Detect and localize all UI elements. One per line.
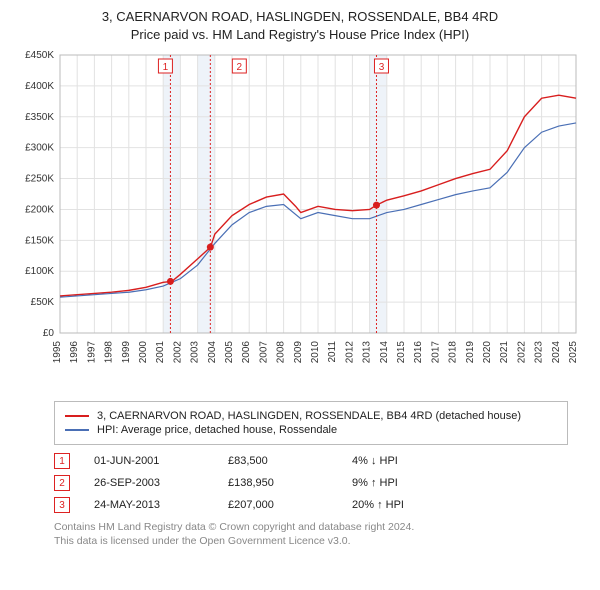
- svg-text:£400K: £400K: [25, 81, 54, 92]
- legend-swatch: [65, 429, 89, 431]
- svg-text:2003: 2003: [190, 341, 201, 364]
- event-price: £138,950: [228, 477, 328, 489]
- svg-text:2018: 2018: [448, 341, 459, 364]
- event-marker-box: 3: [54, 497, 70, 513]
- footer-line-2: This data is licensed under the Open Gov…: [54, 535, 568, 549]
- svg-text:2007: 2007: [258, 341, 269, 364]
- svg-text:1999: 1999: [121, 341, 132, 364]
- event-hpi-diff: 4% ↓ HPI: [352, 455, 472, 467]
- event-row: 1 01-JUN-2001 £83,500 4% ↓ HPI: [54, 453, 568, 469]
- svg-text:£0: £0: [43, 328, 55, 339]
- footer-line-1: Contains HM Land Registry data © Crown c…: [54, 521, 568, 535]
- svg-text:2019: 2019: [465, 341, 476, 364]
- events-table: 1 01-JUN-2001 £83,500 4% ↓ HPI 2 26-SEP-2003 £…: [54, 453, 568, 513]
- event-date: 24-MAY-2013: [94, 499, 204, 511]
- svg-text:2004: 2004: [207, 341, 218, 364]
- event-row: 3 24-MAY-2013 £207,000 20% ↑ HPI: [54, 497, 568, 513]
- svg-text:2022: 2022: [516, 341, 527, 364]
- footer-note: Contains HM Land Registry data © Crown c…: [54, 521, 568, 548]
- svg-text:2: 2: [237, 62, 243, 73]
- svg-text:2001: 2001: [155, 341, 166, 364]
- svg-text:2000: 2000: [138, 341, 149, 364]
- svg-text:2009: 2009: [293, 341, 304, 364]
- svg-text:2013: 2013: [362, 341, 373, 364]
- event-row: 2 26-SEP-2003 £138,950 9% ↑ HPI: [54, 475, 568, 491]
- event-price: £207,000: [228, 499, 328, 511]
- svg-text:2023: 2023: [534, 341, 545, 364]
- event-hpi-diff: 20% ↑ HPI: [352, 499, 472, 511]
- chart-title: 3, CAERNARVON ROAD, HASLINGDEN, ROSSENDA…: [12, 8, 588, 43]
- price-chart: £0 £50K £100K £150K £200K £250K £300K £350K £400…: [12, 49, 588, 389]
- svg-text:£300K: £300K: [25, 143, 54, 154]
- svg-text:2008: 2008: [276, 341, 287, 364]
- legend-swatch: [65, 415, 89, 417]
- svg-text:2010: 2010: [310, 341, 321, 364]
- svg-text:1997: 1997: [86, 341, 97, 364]
- legend-label: 3, CAERNARVON ROAD, HASLINGDEN, ROSSENDA…: [97, 410, 521, 422]
- svg-text:2014: 2014: [379, 341, 390, 364]
- svg-text:2015: 2015: [396, 341, 407, 364]
- svg-text:2005: 2005: [224, 341, 235, 364]
- svg-text:£450K: £450K: [25, 50, 54, 61]
- svg-text:2002: 2002: [172, 341, 183, 364]
- event-marker-box: 2: [54, 475, 70, 491]
- svg-text:£50K: £50K: [31, 297, 55, 308]
- svg-text:£100K: £100K: [25, 266, 54, 277]
- svg-text:2020: 2020: [482, 341, 493, 364]
- svg-text:2011: 2011: [327, 341, 338, 363]
- svg-text:£200K: £200K: [25, 205, 54, 216]
- svg-text:2006: 2006: [241, 341, 252, 364]
- event-hpi-diff: 9% ↑ HPI: [352, 477, 472, 489]
- legend-item: HPI: Average price, detached house, Ross…: [65, 424, 557, 436]
- svg-text:1995: 1995: [52, 341, 63, 364]
- event-price: £83,500: [228, 455, 328, 467]
- svg-text:3: 3: [379, 62, 385, 73]
- svg-text:2021: 2021: [499, 341, 510, 364]
- title-line-1: 3, CAERNARVON ROAD, HASLINGDEN, ROSSENDA…: [12, 8, 588, 26]
- event-date: 26-SEP-2003: [94, 477, 204, 489]
- svg-text:2012: 2012: [344, 341, 355, 364]
- svg-text:£350K: £350K: [25, 112, 54, 123]
- svg-text:£250K: £250K: [25, 174, 54, 185]
- svg-text:1996: 1996: [69, 341, 80, 364]
- svg-text:2017: 2017: [430, 341, 441, 364]
- svg-text:2016: 2016: [413, 341, 424, 364]
- legend: 3, CAERNARVON ROAD, HASLINGDEN, ROSSENDA…: [54, 401, 568, 445]
- svg-text:£150K: £150K: [25, 235, 54, 246]
- title-line-2: Price paid vs. HM Land Registry's House …: [12, 26, 588, 44]
- svg-text:2025: 2025: [568, 341, 579, 364]
- legend-label: HPI: Average price, detached house, Ross…: [97, 424, 337, 436]
- event-marker-box: 1: [54, 453, 70, 469]
- event-date: 01-JUN-2001: [94, 455, 204, 467]
- svg-text:1998: 1998: [104, 341, 115, 364]
- legend-item: 3, CAERNARVON ROAD, HASLINGDEN, ROSSENDA…: [65, 410, 557, 422]
- svg-text:1: 1: [163, 62, 169, 73]
- svg-text:2024: 2024: [551, 341, 562, 364]
